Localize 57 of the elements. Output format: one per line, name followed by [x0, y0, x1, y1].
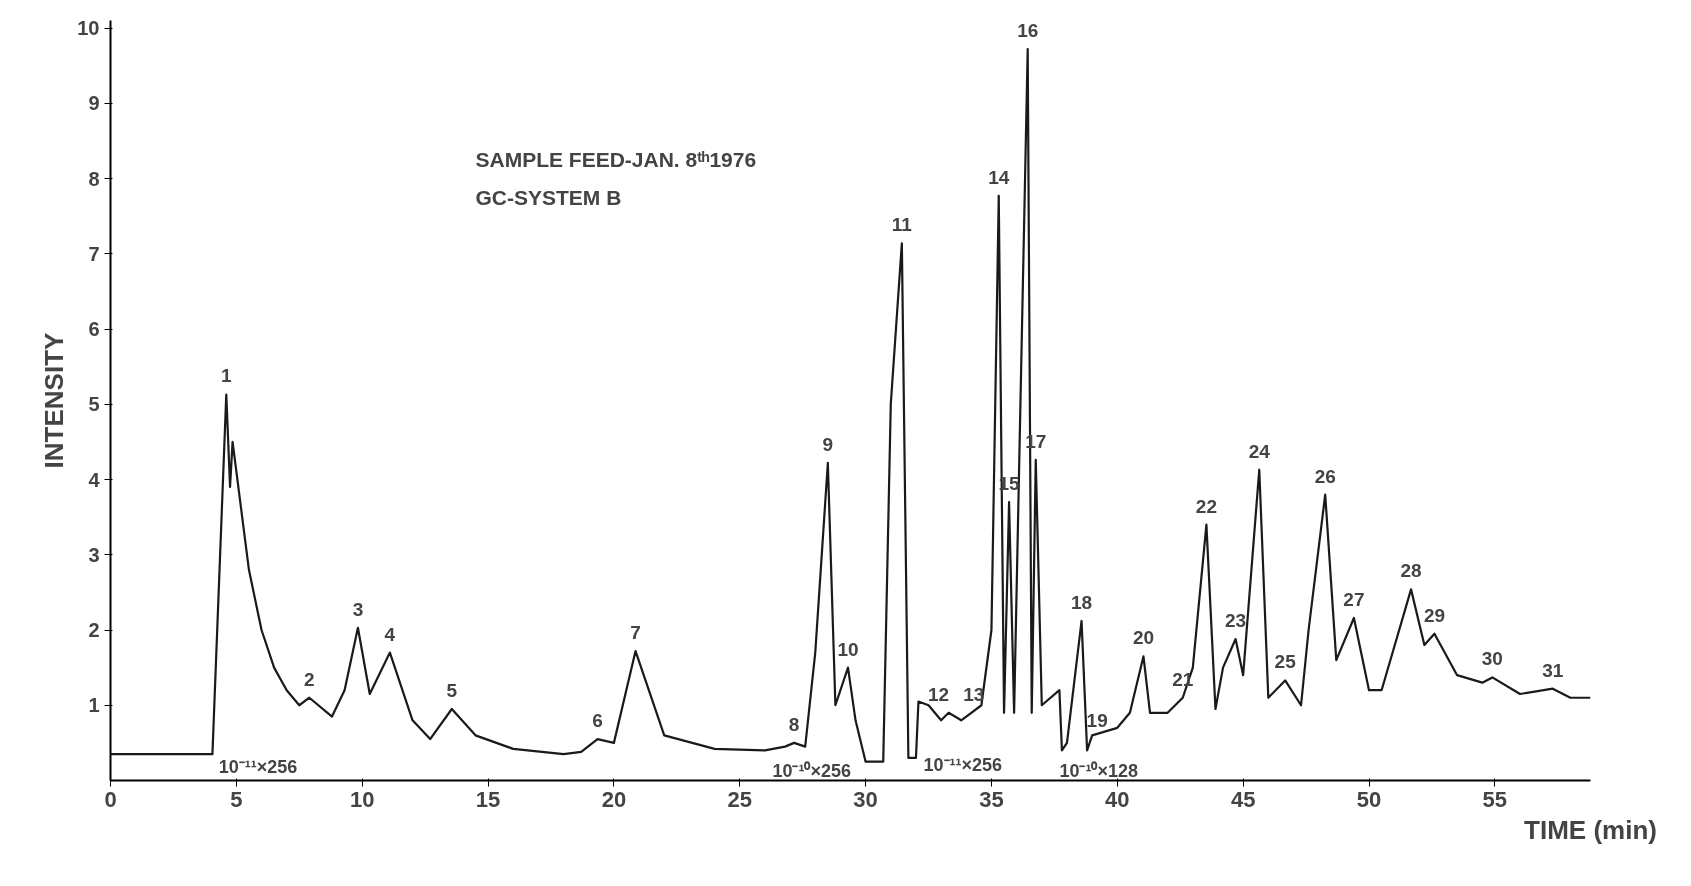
y-axis-title: INTENSITY — [39, 332, 70, 469]
y-tick-label: 9 — [88, 92, 100, 115]
annotation: 31 — [1542, 659, 1564, 681]
annotation: 5 — [446, 680, 458, 702]
annotation: 10⁻¹⁰×128 — [1059, 760, 1138, 781]
annotation: 24 — [1248, 440, 1271, 462]
y-tick-label: 8 — [88, 167, 100, 190]
annotation: 19 — [1086, 710, 1108, 732]
annotation: SAMPLE FEED-JAN. 8ᵗʰ1976 — [475, 148, 757, 171]
annotation: 30 — [1481, 648, 1503, 670]
x-tick-label: 40 — [1105, 786, 1130, 812]
annotation: 1 — [221, 365, 232, 387]
annotation: 2 — [304, 668, 315, 690]
x-tick-label: 55 — [1482, 786, 1508, 812]
annotation: 10⁻¹¹×256 — [923, 755, 1003, 776]
annotation: 8 — [788, 713, 800, 735]
annotation: 27 — [1343, 588, 1365, 610]
x-tick-label: 50 — [1356, 786, 1382, 812]
annotation: 22 — [1195, 495, 1217, 517]
x-tick-label: 0 — [104, 786, 117, 812]
annotation: 12 — [928, 683, 950, 705]
y-tick-label: 7 — [88, 242, 100, 265]
y-tick-label: 3 — [88, 543, 100, 566]
annotation: 16 — [1017, 20, 1039, 42]
annotation: 25 — [1274, 651, 1297, 673]
x-tick-label: 25 — [727, 786, 752, 812]
y-tick-label: 10 — [77, 17, 100, 40]
annotation: 26 — [1314, 465, 1336, 487]
annotation: GC-SYSTEM B — [475, 185, 622, 209]
x-tick-label: 10 — [349, 786, 375, 812]
x-tick-label: 30 — [853, 786, 878, 812]
y-tick-label: 2 — [88, 619, 100, 641]
annotation: 10 — [837, 638, 859, 660]
annotation: 10⁻¹⁰×256 — [772, 760, 852, 781]
x-axis-title: TIME (min) — [1524, 814, 1657, 845]
annotation: 29 — [1423, 604, 1446, 626]
annotation: 14 — [988, 166, 1010, 188]
y-tick-label: 1 — [88, 694, 100, 717]
x-tick-label: 45 — [1230, 786, 1256, 812]
annotation: 11 — [891, 214, 913, 236]
annotation: 9 — [822, 433, 834, 455]
annotation: 28 — [1400, 560, 1422, 582]
x-tick-label: 5 — [230, 786, 243, 812]
x-tick-label: 20 — [601, 786, 627, 812]
annotation: 10⁻¹¹×256 — [218, 756, 298, 777]
annotation: 23 — [1225, 610, 1247, 632]
x-tick-label: 35 — [979, 786, 1004, 812]
y-tick-label: 6 — [88, 318, 100, 341]
y-tick-label: 4 — [88, 468, 101, 491]
annotation: 18 — [1070, 591, 1093, 613]
annotation: 4 — [384, 623, 396, 645]
annotation: 3 — [352, 598, 364, 620]
annotation: 6 — [592, 710, 603, 732]
annotation: 7 — [630, 622, 641, 644]
annotation: 20 — [1132, 627, 1155, 649]
x-tick-label: 15 — [475, 786, 501, 812]
y-tick-label: 5 — [88, 393, 100, 416]
